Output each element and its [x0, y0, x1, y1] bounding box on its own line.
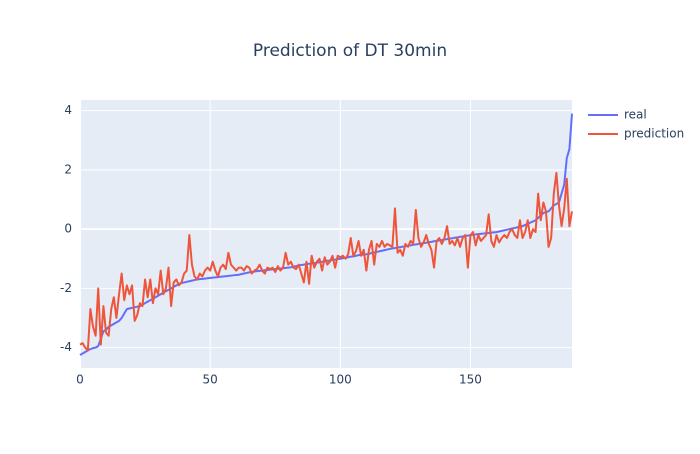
y-tick-label: -4: [60, 340, 72, 354]
y-tick-label: 4: [64, 103, 72, 117]
chart-title: Prediction of DT 30min: [253, 41, 447, 61]
x-tick-label: 0: [76, 373, 84, 387]
x-tick-label: 50: [203, 373, 218, 387]
y-tick-label: -2: [60, 281, 72, 295]
legend-label: real: [624, 108, 647, 122]
y-tick-label: 2: [64, 162, 72, 176]
x-tick-label: 150: [459, 373, 482, 387]
plot-area: [80, 100, 572, 368]
series-line: [79, 171, 573, 352]
x-tick-label: 100: [329, 373, 352, 387]
y-tick-label: 0: [64, 222, 72, 236]
legend-label: prediction: [624, 127, 684, 141]
